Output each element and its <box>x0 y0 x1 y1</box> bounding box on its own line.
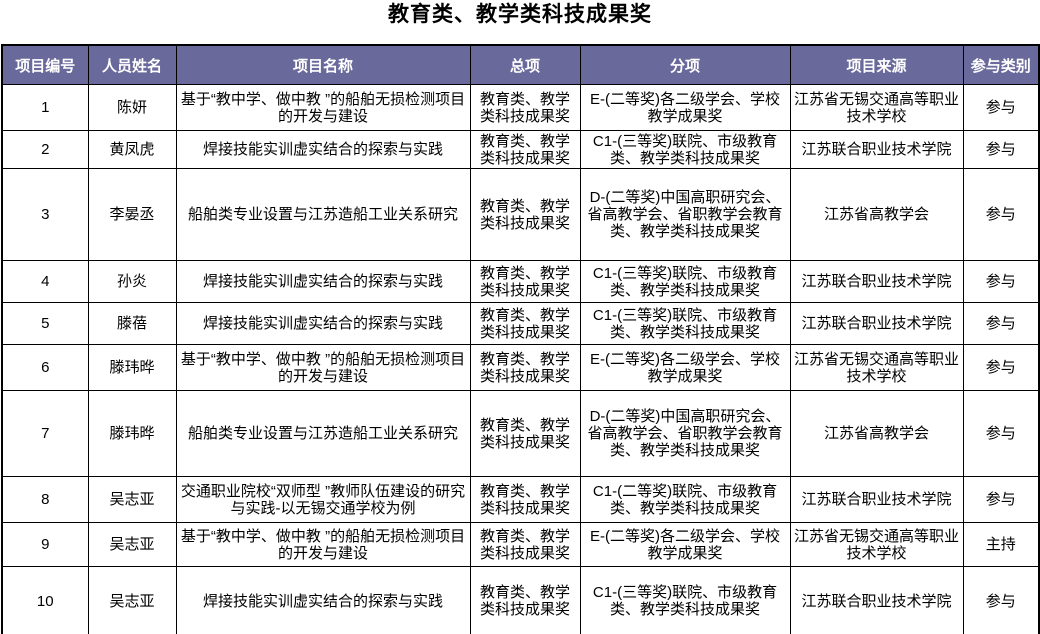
table-row: 8 吴志亚 交通职业院校“双师型 ”教师队伍建设的研究与实践-以无锡交通学校为例 教育… <box>1 476 1040 523</box>
table-body: 1 陈妍 基于“教中学、做中教 ”的船舶无损检测项目的开发与建设 教育类、教学类科技成… <box>1 84 1040 634</box>
cell-sub-item: C1-(三等奖)联院、市级教育类、教学类科技成果奖 <box>579 302 791 345</box>
cell-project-title: 交通职业院校“双师型 ”教师队伍建设的研究与实践-以无锡交通学校为例 <box>175 476 471 523</box>
table-row: 9 吴志亚 基于“教中学、做中教 ”的船舶无损检测项目的开发与建设 教育类、教学类科技… <box>1 522 1040 567</box>
header-row: 项目编号 人员姓名 项目名称 总项 分项 项目来源 参与类别 <box>1 44 1040 85</box>
cell-person-name: 滕蓓 <box>87 302 177 345</box>
cell-sub-item: C1-(三等奖)联院、市级教育类、教学类科技成果奖 <box>579 566 791 634</box>
cell-participation: 参与 <box>962 84 1040 131</box>
cell-general-item: 教育类、教学类科技成果奖 <box>469 476 581 523</box>
table-header: 项目编号 人员姓名 项目名称 总项 分项 项目来源 参与类别 <box>1 44 1040 85</box>
cell-person-name: 孙炎 <box>87 260 177 303</box>
cell-project-source: 江苏省高教学会 <box>789 168 964 261</box>
cell-participation: 参与 <box>962 566 1040 634</box>
cell-general-item: 教育类、教学类科技成果奖 <box>469 522 581 567</box>
table-row: 6 滕玮晔 基于“教中学、做中教 ”的船舶无损检测项目的开发与建设 教育类、教学类科技… <box>1 344 1040 391</box>
cell-participation: 参与 <box>962 390 1040 477</box>
column-header-general-item: 总项 <box>469 44 581 85</box>
cell-person-name: 黄凤虎 <box>87 130 177 169</box>
table-row: 2 黄凤虎 焊接技能实训虚实结合的探索与实践 教育类、教学类科技成果奖 C1-(三等奖)… <box>1 130 1040 169</box>
cell-project-title: 基于“教中学、做中教 ”的船舶无损检测项目的开发与建设 <box>175 84 471 131</box>
title-bar: 教育类、教学类科技成果奖 <box>0 0 1040 44</box>
cell-sub-item: C1-(三等奖)联院、市级教育类、教学类科技成果奖 <box>579 130 791 169</box>
cell-general-item: 教育类、教学类科技成果奖 <box>469 566 581 634</box>
cell-participation: 参与 <box>962 130 1040 169</box>
awards-table: 项目编号 人员姓名 项目名称 总项 分项 项目来源 参与类别 1 陈妍 基于“教中学、做中教 ”… <box>1 44 1040 634</box>
cell-project-title: 基于“教中学、做中教 ”的船舶无损检测项目的开发与建设 <box>175 522 471 567</box>
cell-project-no: 6 <box>1 344 89 391</box>
cell-general-item: 教育类、教学类科技成果奖 <box>469 260 581 303</box>
table-row: 7 滕玮晔 船舶类专业设置与江苏造船工业关系研究 教育类、教学类科技成果奖 D-(二等奖… <box>1 390 1040 477</box>
cell-general-item: 教育类、教学类科技成果奖 <box>469 130 581 169</box>
table-row: 10 吴志亚 焊接技能实训虚实结合的探索与实践 教育类、教学类科技成果奖 C1-(三等奖… <box>1 566 1040 634</box>
cell-participation: 参与 <box>962 344 1040 391</box>
cell-general-item: 教育类、教学类科技成果奖 <box>469 390 581 477</box>
cell-project-title: 基于“教中学、做中教 ”的船舶无损检测项目的开发与建设 <box>175 344 471 391</box>
column-header-project-title: 项目名称 <box>175 44 471 85</box>
cell-project-title: 焊接技能实训虚实结合的探索与实践 <box>175 260 471 303</box>
cell-project-no: 4 <box>1 260 89 303</box>
cell-project-source: 江苏省无锡交通高等职业技术学校 <box>789 344 964 391</box>
page-title: 教育类、教学类科技成果奖 <box>388 3 652 26</box>
cell-sub-item: E-(二等奖)各二级学会、学校教学成果奖 <box>579 84 791 131</box>
cell-general-item: 教育类、教学类科技成果奖 <box>469 168 581 261</box>
table-row: 1 陈妍 基于“教中学、做中教 ”的船舶无损检测项目的开发与建设 教育类、教学类科技成… <box>1 84 1040 131</box>
cell-person-name: 滕玮晔 <box>87 390 177 477</box>
cell-project-source: 江苏联合职业技术学院 <box>789 260 964 303</box>
cell-participation: 参与 <box>962 168 1040 261</box>
cell-project-no: 1 <box>1 84 89 131</box>
cell-project-no: 3 <box>1 168 89 261</box>
cell-project-source: 江苏省无锡交通高等职业技术学校 <box>789 84 964 131</box>
table-row: 4 孙炎 焊接技能实训虚实结合的探索与实践 教育类、教学类科技成果奖 C1-(三等奖)联… <box>1 260 1040 303</box>
cell-sub-item: D-(二等奖)中国高职研究会、省高教学会、省职教学会教育类、教学类科技成果奖 <box>579 168 791 261</box>
cell-project-no: 10 <box>1 566 89 634</box>
cell-project-no: 7 <box>1 390 89 477</box>
cell-sub-item: E-(二等奖)各二级学会、学校教学成果奖 <box>579 522 791 567</box>
cell-project-title: 焊接技能实训虚实结合的探索与实践 <box>175 130 471 169</box>
column-header-sub-item: 分项 <box>579 44 791 85</box>
table-row: 3 李晏丞 船舶类专业设置与江苏造船工业关系研究 教育类、教学类科技成果奖 D-(二等奖… <box>1 168 1040 261</box>
column-header-participation: 参与类别 <box>962 44 1040 85</box>
cell-person-name: 吴志亚 <box>87 566 177 634</box>
cell-participation: 参与 <box>962 302 1040 345</box>
cell-project-no: 2 <box>1 130 89 169</box>
cell-project-no: 8 <box>1 476 89 523</box>
cell-sub-item: C1-(三等奖)联院、市级教育类、教学类科技成果奖 <box>579 260 791 303</box>
table-row: 5 滕蓓 焊接技能实训虚实结合的探索与实践 教育类、教学类科技成果奖 C1-(三等奖)联… <box>1 302 1040 345</box>
column-header-person-name: 人员姓名 <box>87 44 177 85</box>
cell-project-source: 江苏联合职业技术学院 <box>789 302 964 345</box>
cell-person-name: 李晏丞 <box>87 168 177 261</box>
cell-sub-item: E-(二等奖)各二级学会、学校教学成果奖 <box>579 344 791 391</box>
cell-person-name: 陈妍 <box>87 84 177 131</box>
cell-person-name: 吴志亚 <box>87 522 177 567</box>
cell-general-item: 教育类、教学类科技成果奖 <box>469 344 581 391</box>
cell-project-title: 焊接技能实训虚实结合的探索与实践 <box>175 302 471 345</box>
cell-project-source: 江苏联合职业技术学院 <box>789 476 964 523</box>
cell-participation: 参与 <box>962 260 1040 303</box>
cell-project-source: 江苏联合职业技术学院 <box>789 566 964 634</box>
column-header-project-source: 项目来源 <box>789 44 964 85</box>
cell-project-source: 江苏省高教学会 <box>789 390 964 477</box>
cell-general-item: 教育类、教学类科技成果奖 <box>469 302 581 345</box>
cell-participation: 主持 <box>962 522 1040 567</box>
cell-project-title: 焊接技能实训虚实结合的探索与实践 <box>175 566 471 634</box>
column-header-project-no: 项目编号 <box>1 44 89 85</box>
cell-project-source: 江苏联合职业技术学院 <box>789 130 964 169</box>
cell-person-name: 吴志亚 <box>87 476 177 523</box>
cell-sub-item: D-(二等奖)中国高职研究会、省高教学会、省职教学会教育类、教学类科技成果奖 <box>579 390 791 477</box>
cell-person-name: 滕玮晔 <box>87 344 177 391</box>
cell-project-no: 5 <box>1 302 89 345</box>
cell-general-item: 教育类、教学类科技成果奖 <box>469 84 581 131</box>
cell-project-title: 船舶类专业设置与江苏造船工业关系研究 <box>175 168 471 261</box>
cell-project-title: 船舶类专业设置与江苏造船工业关系研究 <box>175 390 471 477</box>
cell-sub-item: C1-(二等奖)联院、市级教育类、教学类科技成果奖 <box>579 476 791 523</box>
cell-project-source: 江苏省无锡交通高等职业技术学校 <box>789 522 964 567</box>
cell-participation: 参与 <box>962 476 1040 523</box>
cell-project-no: 9 <box>1 522 89 567</box>
